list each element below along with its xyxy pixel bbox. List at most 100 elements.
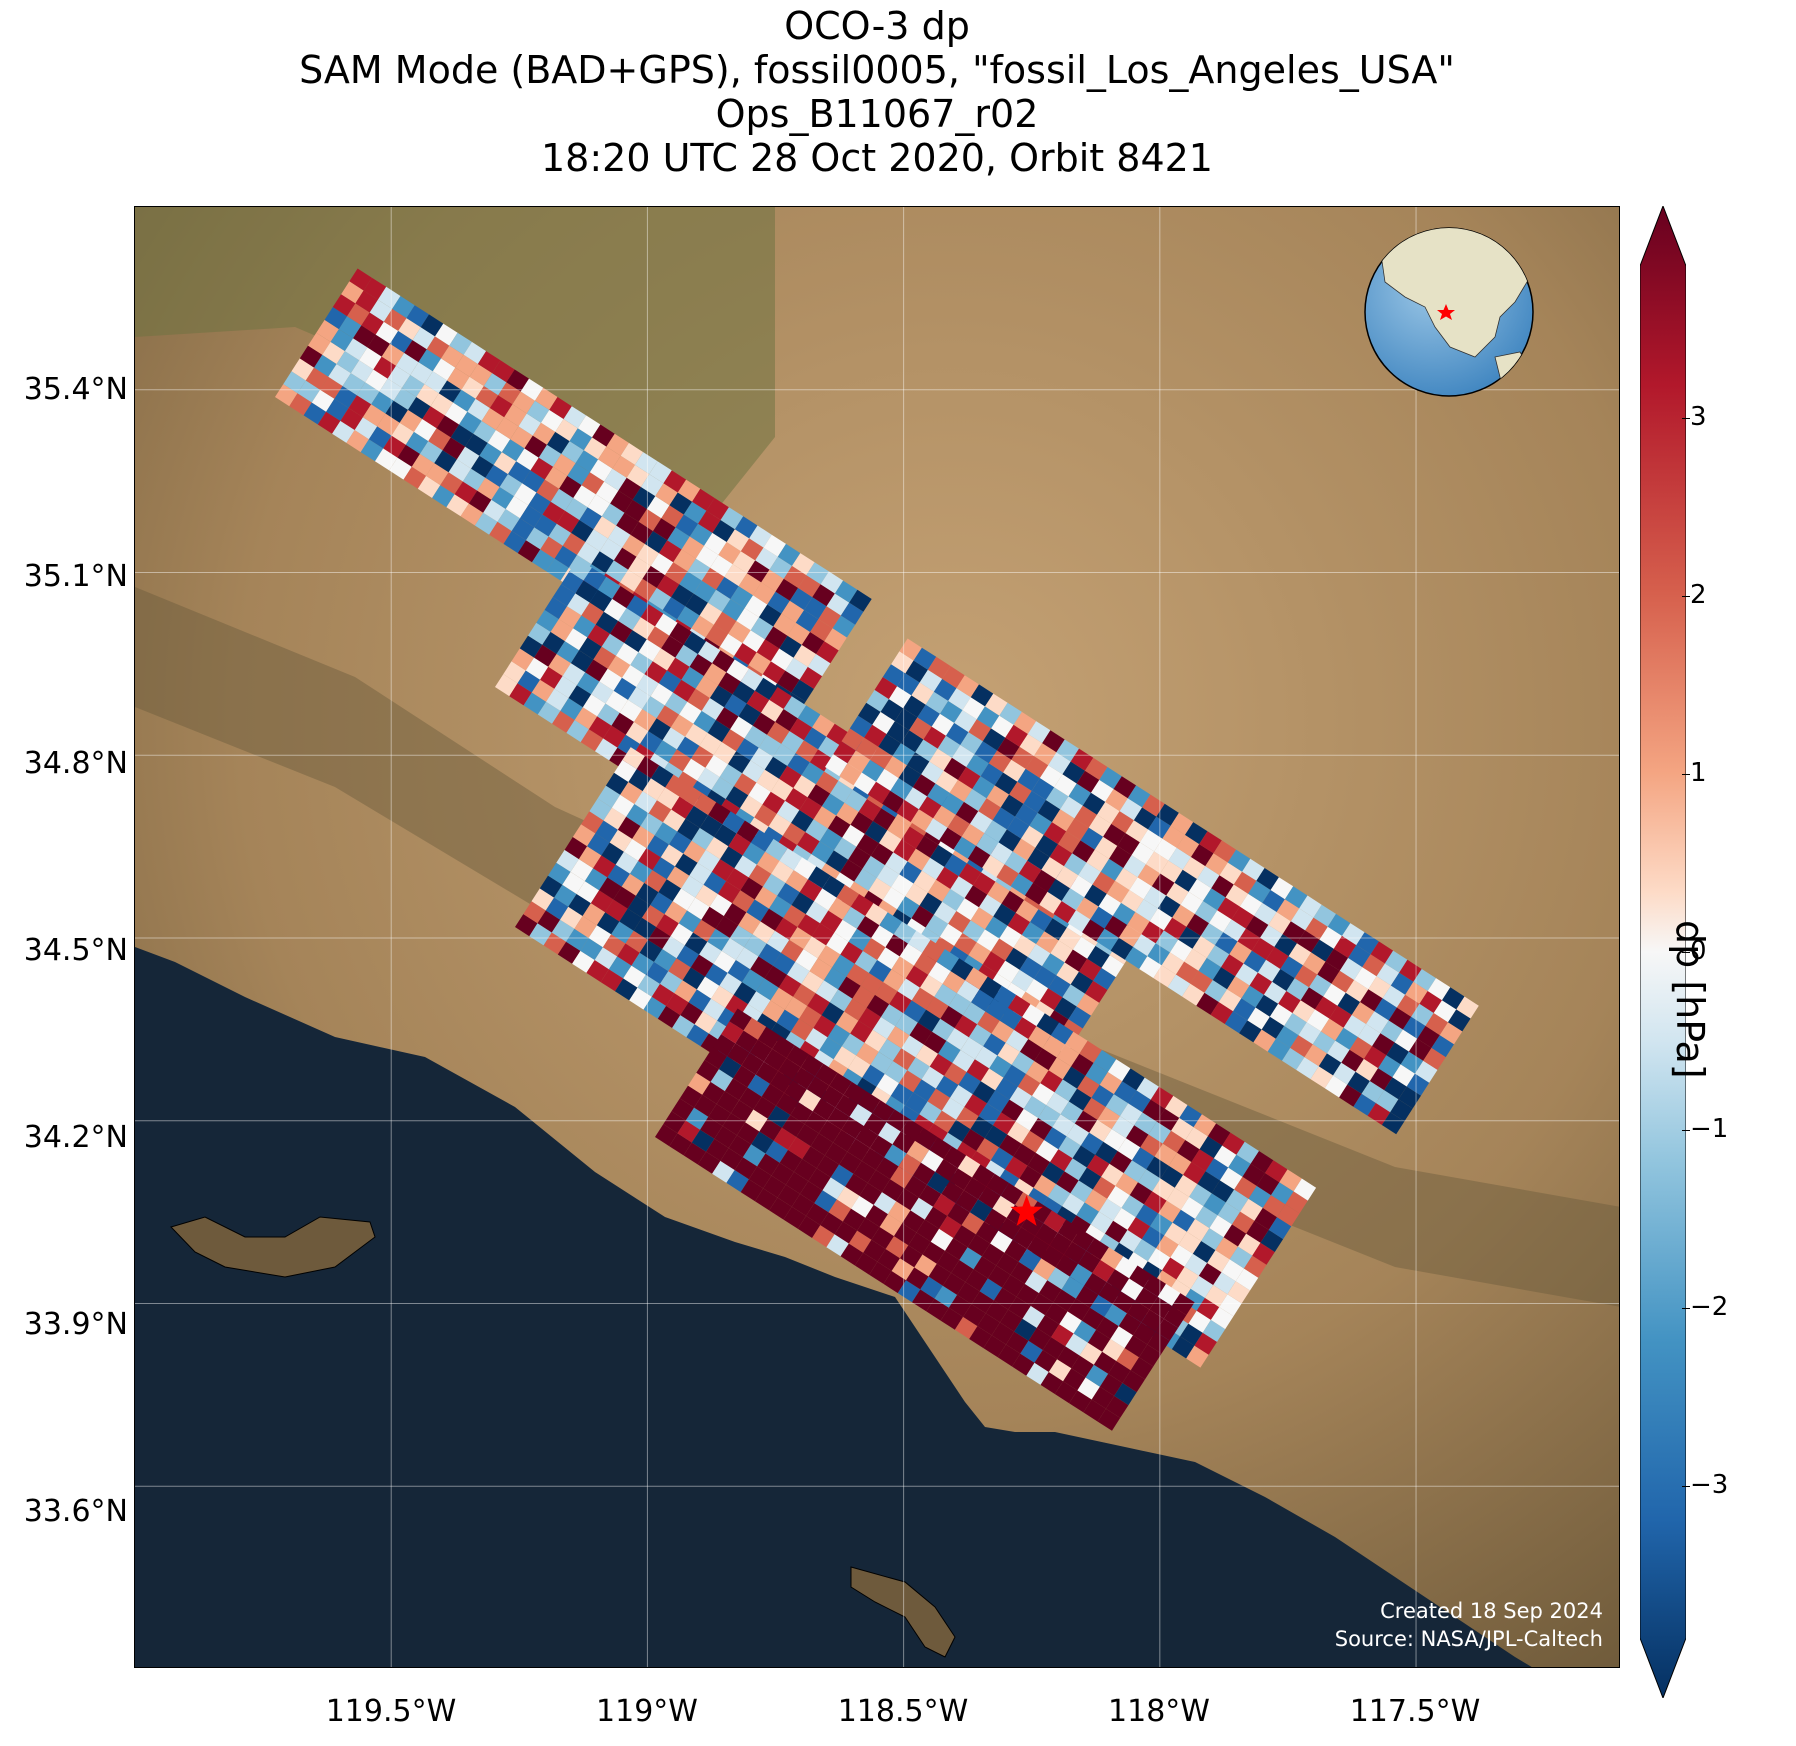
sounding-cell bbox=[712, 1160, 735, 1183]
sounding-cell bbox=[1370, 941, 1394, 964]
sounding-cell bbox=[336, 351, 360, 374]
sounding-cell bbox=[1331, 970, 1355, 993]
sounding-cell bbox=[756, 769, 780, 792]
sounding-cell bbox=[671, 1098, 695, 1121]
sounding-cell bbox=[1096, 928, 1119, 951]
lat-tick-label: 35.4°N bbox=[23, 372, 128, 407]
sounding-cell bbox=[657, 1005, 681, 1028]
sounding-cell bbox=[1425, 1013, 1448, 1036]
sounding-cell bbox=[582, 903, 606, 926]
sounding-cell bbox=[545, 897, 569, 920]
sounding-cell bbox=[1319, 926, 1342, 949]
sounding-cell bbox=[944, 1062, 967, 1085]
sounding-cell bbox=[1123, 855, 1146, 878]
sounding-cell bbox=[755, 1188, 778, 1211]
map-panel[interactable]: Created 18 Sep 2024 Source: NASA/JPL-Cal… bbox=[134, 206, 1620, 1668]
sounding-cell bbox=[705, 837, 729, 860]
sounding-cell bbox=[1167, 974, 1191, 997]
sounding-cell bbox=[769, 556, 792, 579]
sounding-cell bbox=[750, 747, 774, 770]
sounding-cell bbox=[1133, 1322, 1156, 1345]
sounding-cell bbox=[996, 1169, 1020, 1192]
sounding-cell bbox=[1170, 939, 1193, 962]
sounding-cell bbox=[641, 474, 664, 497]
sounding-cell bbox=[1164, 1222, 1187, 1245]
sounding-cell bbox=[1317, 961, 1340, 984]
sounding-cell bbox=[797, 705, 821, 728]
sounding-cell bbox=[1039, 1196, 1063, 1219]
sounding-cell bbox=[344, 338, 368, 361]
sounding-cell bbox=[362, 404, 386, 427]
sounding-cell bbox=[958, 863, 982, 886]
sounding-cell bbox=[1255, 994, 1279, 1017]
sounding-cell bbox=[1048, 1057, 1072, 1080]
target-location-star-icon[interactable] bbox=[1010, 1195, 1043, 1226]
sounding-cell bbox=[821, 793, 845, 816]
sounding-cell bbox=[1012, 838, 1036, 861]
sounding-cell bbox=[1276, 899, 1300, 922]
sounding-cell bbox=[575, 450, 599, 473]
sounding-cell bbox=[1061, 1276, 1085, 1299]
sounding-cell bbox=[1056, 962, 1079, 985]
sounding-cell bbox=[1000, 1309, 1023, 1332]
sounding-cell bbox=[850, 1020, 873, 1043]
sounding-cell bbox=[963, 1177, 987, 1200]
sounding-cell bbox=[523, 692, 547, 715]
sounding-cell bbox=[695, 676, 719, 698]
map-canvas[interactable] bbox=[135, 207, 1620, 1668]
sounding-cell bbox=[346, 430, 369, 453]
sounding-cell bbox=[896, 1105, 920, 1128]
sounding-cell bbox=[856, 833, 879, 856]
sounding-cell bbox=[712, 650, 735, 673]
sounding-cell bbox=[595, 611, 619, 634]
sounding-cell bbox=[404, 340, 427, 363]
sounding-cell bbox=[889, 991, 912, 1014]
sounding-cell bbox=[554, 884, 577, 907]
sounding-cell bbox=[718, 1056, 742, 1079]
sounding-cell bbox=[962, 697, 985, 720]
sounding-cell bbox=[921, 1149, 944, 1172]
sounding-cell bbox=[1037, 800, 1061, 823]
sounding-cell bbox=[1057, 1346, 1080, 1369]
sounding-cell bbox=[338, 316, 362, 339]
sounding-cell bbox=[738, 573, 762, 596]
sounding-cell bbox=[717, 881, 741, 904]
sounding-cell bbox=[1097, 1106, 1120, 1129]
sounding-cell bbox=[785, 1171, 809, 1194]
sounding-cell bbox=[644, 870, 667, 893]
sounding-cell bbox=[1362, 954, 1385, 977]
sounding-cell bbox=[713, 742, 737, 765]
sounding-cell bbox=[991, 938, 1014, 961]
sounding-cell bbox=[677, 818, 700, 841]
sounding-cell bbox=[616, 642, 639, 665]
sounding-cell bbox=[1063, 1368, 1086, 1391]
sounding-cell bbox=[1341, 1049, 1364, 1072]
sounding-cell bbox=[732, 681, 755, 704]
sounding-cell bbox=[556, 641, 580, 664]
sounding-cell bbox=[613, 547, 637, 570]
sounding-cell bbox=[1390, 972, 1414, 995]
sounding-cell bbox=[902, 1210, 925, 1233]
sounding-cell bbox=[755, 1061, 779, 1084]
sounding-cell bbox=[1215, 932, 1238, 955]
sounding-cell bbox=[940, 1307, 964, 1330]
sounding-cell bbox=[776, 1009, 800, 1032]
sounding-cell bbox=[597, 703, 620, 726]
sounding-cell bbox=[714, 1126, 737, 1148]
sounding-cell bbox=[432, 485, 455, 508]
sounding-cell bbox=[574, 707, 598, 730]
sounding-cell bbox=[1039, 1280, 1062, 1303]
sounding-cell bbox=[1129, 877, 1152, 900]
sounding-cell bbox=[1271, 1182, 1294, 1205]
sounding-cell bbox=[579, 507, 602, 530]
sounding-cell bbox=[850, 811, 873, 834]
sounding-cell bbox=[695, 884, 718, 907]
sounding-cell bbox=[899, 861, 922, 884]
sounding-cell bbox=[634, 709, 657, 732]
sounding-cell bbox=[1042, 1035, 1066, 1058]
sounding-cell bbox=[575, 580, 598, 603]
sounding-cell bbox=[988, 750, 1012, 773]
sounding-cell bbox=[1080, 827, 1104, 850]
sounding-cell bbox=[971, 989, 994, 1012]
sounding-cell bbox=[739, 1087, 762, 1110]
